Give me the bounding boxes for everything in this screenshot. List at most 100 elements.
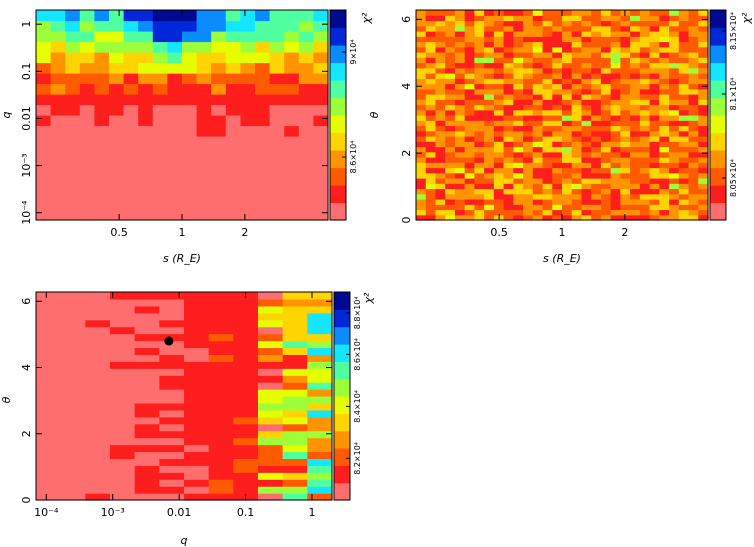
heatmap-cell xyxy=(552,20,563,27)
heatmap-cell xyxy=(581,157,592,163)
heatmap-cell xyxy=(233,333,259,342)
heatmap-cell xyxy=(669,141,680,148)
colorbar-segment xyxy=(330,104,346,109)
heatmap-cell xyxy=(307,416,333,425)
heatmap-cell xyxy=(445,214,456,221)
heatmap-cell xyxy=(542,67,553,74)
heatmap-cell xyxy=(307,409,333,418)
heatmap-cell xyxy=(484,46,495,53)
heatmap-cell xyxy=(600,52,612,58)
heatmap-cell xyxy=(255,31,271,43)
heatmap-cell xyxy=(152,188,168,200)
heatmap-cell xyxy=(110,493,136,501)
heatmap-cell xyxy=(182,178,198,190)
heatmap-cell xyxy=(620,20,631,27)
heatmap-cell xyxy=(659,36,670,43)
heatmap-cell xyxy=(688,73,699,79)
heatmap-cell xyxy=(454,83,466,90)
heatmap-cell xyxy=(258,389,284,397)
heatmap-cell xyxy=(493,193,505,200)
heatmap-cell xyxy=(620,136,631,142)
heatmap-cell xyxy=(610,83,621,90)
heatmap-cell xyxy=(36,375,62,383)
heatmap-cell xyxy=(110,409,136,418)
heatmap-cell xyxy=(36,167,52,179)
heatmap-cell xyxy=(669,115,680,121)
heatmap-cell xyxy=(542,130,553,137)
heatmap-cell xyxy=(562,62,573,69)
heatmap-cell xyxy=(258,382,284,390)
heatmap-cell xyxy=(464,83,475,90)
heatmap-cell xyxy=(36,333,62,342)
heatmap-cell xyxy=(678,52,690,58)
heatmap-cell xyxy=(659,193,670,200)
heatmap-cell xyxy=(523,214,534,221)
heatmap-cell xyxy=(669,10,680,16)
heatmap-cell xyxy=(184,493,210,501)
heatmap-cell xyxy=(211,62,227,74)
heatmap-cell xyxy=(240,178,256,190)
heatmap-cell xyxy=(298,146,314,158)
colorbar-segment xyxy=(710,111,726,116)
heatmap-cell xyxy=(523,130,534,137)
heatmap-cell xyxy=(620,130,631,137)
heatmap-cell xyxy=(639,209,651,216)
heatmap-cell xyxy=(630,62,641,69)
heatmap-cell xyxy=(639,141,651,148)
heatmap-cell xyxy=(678,130,690,137)
heatmap-cell xyxy=(36,104,52,116)
colorbar-segment xyxy=(334,302,350,307)
heatmap-cell xyxy=(532,88,544,95)
heatmap-cell xyxy=(532,172,544,179)
x-tick-label: 1 xyxy=(309,506,316,519)
colorbar-segment xyxy=(334,461,350,466)
heatmap-cell xyxy=(523,125,534,132)
colorbar-segment xyxy=(330,118,346,123)
y-tick-label: 0 xyxy=(400,217,413,224)
heatmap-cell xyxy=(678,141,690,148)
colorbar-segment xyxy=(330,41,346,46)
heatmap-cell xyxy=(208,451,234,459)
heatmap-cell xyxy=(282,382,308,390)
heatmap-cell xyxy=(94,94,110,106)
heatmap-cell xyxy=(513,141,524,148)
heatmap-cell xyxy=(152,167,168,179)
heatmap-cell xyxy=(110,458,136,466)
heatmap-cell xyxy=(123,62,139,74)
heatmap-cell xyxy=(208,465,234,473)
colorbar-segment xyxy=(330,171,346,176)
heatmap-cell xyxy=(425,31,437,37)
colorbar-segment xyxy=(710,132,726,137)
heatmap-cell xyxy=(542,188,553,195)
heatmap-cell xyxy=(649,151,660,158)
heatmap-cell xyxy=(211,178,227,190)
heatmap-cell xyxy=(678,15,690,22)
heatmap-cell xyxy=(208,396,234,404)
heatmap-cell xyxy=(571,57,583,64)
heatmap-cell xyxy=(571,130,583,137)
heatmap-cell xyxy=(649,73,660,79)
heatmap-cell xyxy=(562,157,573,163)
heatmap-cell xyxy=(159,319,185,328)
heatmap-cell xyxy=(542,214,553,221)
heatmap-cell xyxy=(532,36,544,43)
heatmap-cell xyxy=(110,319,136,328)
colorbar-segment xyxy=(330,216,346,221)
heatmap-cell xyxy=(464,41,475,48)
heatmap-cell xyxy=(669,73,680,79)
heatmap-cell xyxy=(669,31,680,37)
heatmap-cell xyxy=(110,368,136,376)
heatmap-cell xyxy=(552,125,563,132)
heatmap-cell xyxy=(688,10,699,16)
heatmap-cell xyxy=(110,340,136,349)
heatmap-cell xyxy=(258,479,284,487)
heatmap-cell xyxy=(610,57,621,64)
heatmap-cell xyxy=(639,157,651,163)
heatmap-cell xyxy=(698,57,709,64)
heatmap-cell xyxy=(211,94,227,106)
heatmap-cell xyxy=(600,209,612,216)
heatmap-cell xyxy=(36,493,62,501)
heatmap-cell xyxy=(416,20,427,27)
heatmap-cell xyxy=(211,41,227,53)
heatmap-cell xyxy=(313,104,329,116)
